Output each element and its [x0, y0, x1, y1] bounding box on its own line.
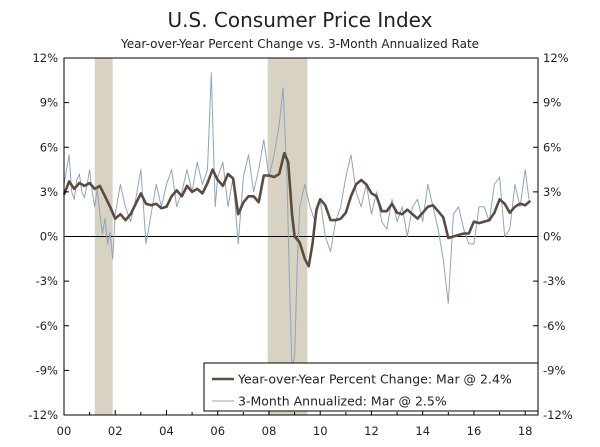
x-tick-label: 14	[415, 424, 430, 438]
y-tick-label-left: -9%	[36, 363, 58, 377]
y-tick-label-right: 9%	[543, 96, 561, 110]
y-tick-label-left: -3%	[36, 274, 58, 288]
legend-label-1: Year-over-Year Percent Change: Mar @ 2.4…	[237, 372, 512, 387]
legend-label-2: 3-Month Annualized: Mar @ 2.5%	[238, 394, 447, 409]
axis-layer: 12% 12% 9% 9% 6% 6% 3% 3% 0% 0% -3% -3% -6% -6% -9% -9%…	[28, 51, 573, 438]
x-tick-label: 00	[57, 424, 72, 438]
y-tick-label-right: -6%	[543, 319, 565, 333]
legend-box	[203, 362, 539, 412]
x-tick-label: 18	[518, 424, 533, 438]
y-tick-label-right: 12%	[543, 51, 569, 65]
x-tick-label: 12	[364, 424, 379, 438]
x-tick-label: 02	[108, 424, 123, 438]
y-tick-label-left: 12%	[32, 51, 58, 65]
y-tick-label-right: -3%	[543, 274, 565, 288]
series-3-month-annualized	[63, 72, 530, 371]
y-tick-label-left: -12%	[28, 408, 58, 422]
y-tick-label-right: 0%	[543, 230, 561, 244]
x-tick-label: 10	[313, 424, 328, 438]
x-tick-label: 06	[210, 424, 225, 438]
chart-title: U.S. Consumer Price Index	[168, 8, 433, 32]
y-tick-label-left: 9%	[40, 96, 58, 110]
x-tick-label: 16	[467, 424, 482, 438]
series-layer	[62, 72, 532, 371]
y-tick-label-left: 3%	[40, 185, 58, 199]
x-tick-label: 08	[262, 424, 277, 438]
y-tick-label-left: 6%	[40, 140, 58, 154]
series-year-over-year	[62, 151, 532, 268]
y-tick-label-right: 6%	[543, 140, 561, 154]
y-tick-label-right: -12%	[543, 408, 573, 422]
chart-subtitle: Year-over-Year Percent Change vs. 3-Mont…	[120, 37, 479, 51]
y-tick-label-right: -9%	[543, 363, 565, 377]
x-tick-label: 04	[159, 424, 174, 438]
y-tick-label-right: 3%	[543, 185, 561, 199]
y-tick-label-left: 0%	[40, 230, 58, 244]
y-tick-label-left: -6%	[36, 319, 58, 333]
legend: Year-over-Year Percent Change: Mar @ 2.4…	[203, 362, 539, 412]
